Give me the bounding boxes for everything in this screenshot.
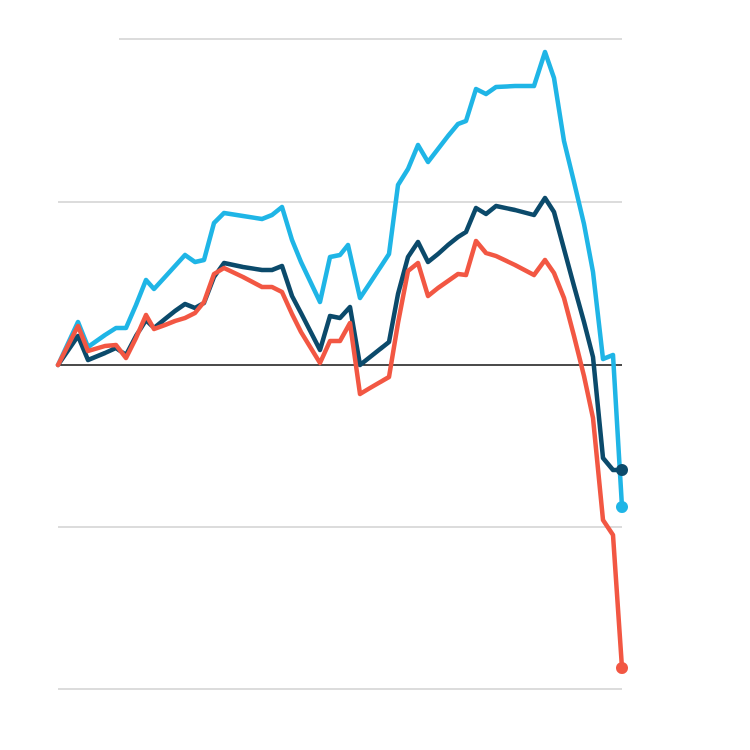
end-markers [616,464,628,674]
series-end-marker-3 [616,662,628,674]
series-line-2 [55,195,625,473]
series-lines [55,49,625,671]
series-end-marker-2 [616,464,628,476]
series-end-marker-1 [616,501,628,513]
gridlines [58,38,622,690]
series-line-3 [55,238,625,671]
series-line-1 [55,49,625,510]
